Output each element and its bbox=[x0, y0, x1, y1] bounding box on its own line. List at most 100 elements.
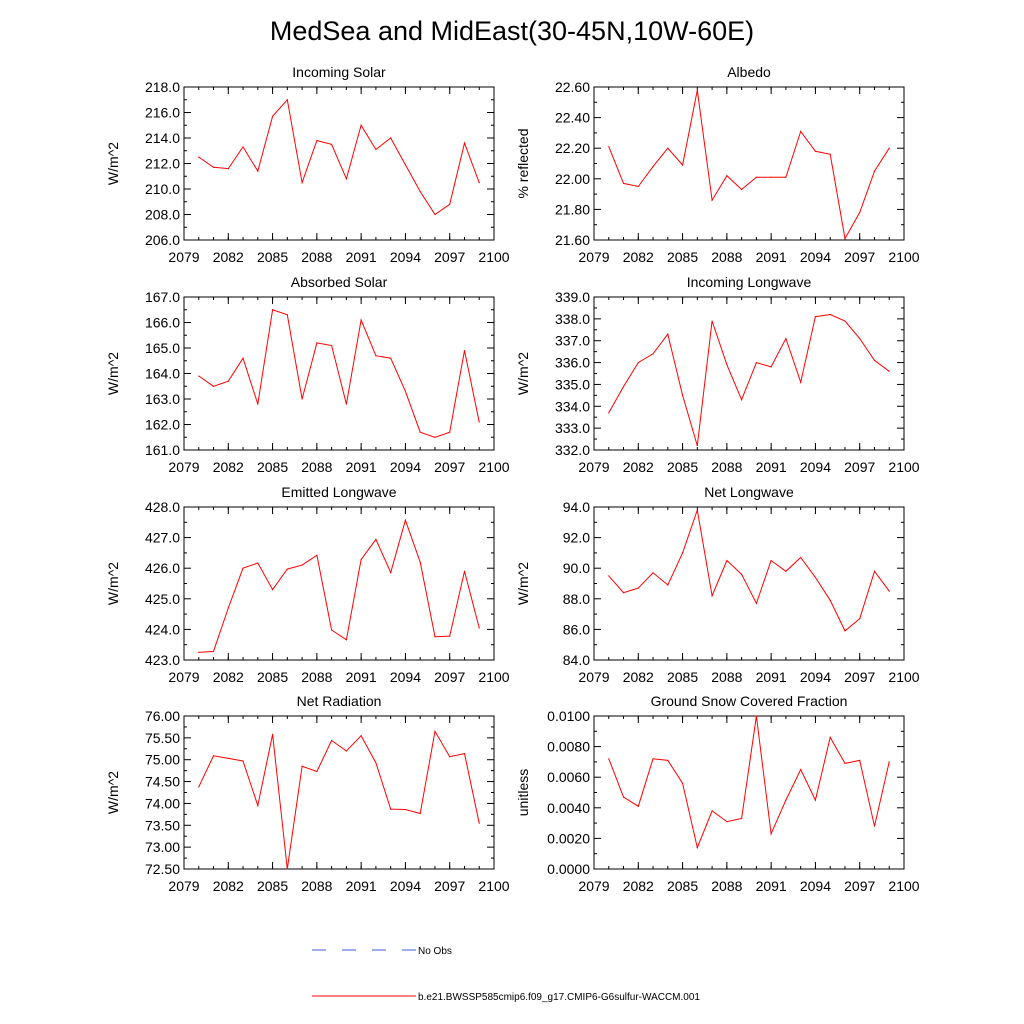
data-point bbox=[227, 168, 229, 170]
y-tick-label: 332.0 bbox=[555, 442, 590, 458]
panel-title: Ground Snow Covered Fraction bbox=[651, 693, 848, 709]
data-point bbox=[242, 146, 244, 148]
data-point bbox=[286, 99, 288, 101]
data-point bbox=[785, 337, 787, 340]
data-point bbox=[316, 342, 318, 344]
data-point bbox=[449, 756, 451, 758]
x-tick-label: 2094 bbox=[390, 459, 421, 475]
x-tick-label: 2097 bbox=[434, 669, 465, 685]
data-point bbox=[637, 805, 639, 807]
y-tick-label: 21.80 bbox=[555, 201, 590, 217]
x-tick-label: 2094 bbox=[800, 669, 831, 685]
data-point bbox=[711, 595, 713, 597]
data-point bbox=[449, 431, 451, 433]
data-point bbox=[785, 176, 787, 178]
x-tick-label: 2082 bbox=[623, 459, 654, 475]
y-tick-label: 21.60 bbox=[555, 232, 590, 248]
series-line bbox=[198, 309, 480, 438]
data-point bbox=[198, 375, 200, 377]
panel-2: Albedo % reflected 2079 2082 2085 2088 2091 209… bbox=[515, 64, 920, 265]
data-point bbox=[434, 636, 436, 638]
data-point bbox=[404, 808, 407, 811]
x-tick-label: 2097 bbox=[434, 249, 465, 265]
y-tick-label: 0.0100 bbox=[547, 708, 590, 724]
x-tick-label: 2082 bbox=[213, 459, 244, 475]
data-point bbox=[755, 176, 757, 178]
y-tick-label: 335.0 bbox=[555, 376, 590, 392]
x-tick-label: 2100 bbox=[478, 878, 509, 894]
y-tick-label: 163.0 bbox=[145, 391, 180, 407]
data-point bbox=[696, 509, 698, 511]
data-point bbox=[888, 761, 890, 763]
data-point bbox=[242, 760, 244, 762]
plot-frame bbox=[183, 715, 495, 870]
data-point bbox=[463, 142, 466, 144]
y-tick-label: 75.50 bbox=[145, 730, 180, 746]
series-line bbox=[608, 509, 890, 632]
data-point bbox=[271, 309, 274, 311]
x-tick-label: 2097 bbox=[844, 878, 875, 894]
data-point bbox=[726, 559, 728, 562]
data-point bbox=[770, 833, 772, 835]
plot-frame bbox=[593, 86, 905, 241]
legend-no-obs-label: No Obs bbox=[418, 946, 452, 957]
data-point bbox=[404, 519, 407, 521]
data-point bbox=[741, 817, 743, 820]
x-tick-label: 2091 bbox=[346, 878, 377, 894]
x-tick-label: 2079 bbox=[168, 459, 199, 475]
x-tick-label: 2088 bbox=[711, 669, 742, 685]
x-tick-label: 2085 bbox=[257, 249, 288, 265]
y-axis-label: W/m^2 bbox=[105, 352, 121, 395]
data-point bbox=[419, 190, 421, 193]
data-point bbox=[667, 333, 669, 335]
y-tick-label: 74.00 bbox=[145, 795, 180, 811]
x-tick-label: 2091 bbox=[346, 669, 377, 685]
x-tick-label: 2100 bbox=[478, 249, 509, 265]
x-tick-label: 2100 bbox=[888, 878, 919, 894]
plot-frame bbox=[183, 296, 495, 451]
data-point bbox=[637, 361, 639, 364]
data-point bbox=[667, 147, 669, 149]
data-point bbox=[696, 89, 698, 91]
plot-frame bbox=[593, 715, 905, 870]
data-point bbox=[478, 627, 480, 629]
data-point bbox=[681, 164, 684, 166]
y-tick-label: 22.60 bbox=[555, 79, 590, 95]
y-tick-label: 88.0 bbox=[563, 591, 590, 607]
legend: No Obs b.e21.BWSSP585cmip6.f09_g17.CMIP6… bbox=[312, 946, 700, 1003]
y-axis-label: W/m^2 bbox=[515, 352, 531, 395]
x-tick-label: 2091 bbox=[756, 459, 787, 475]
panel-5: Emitted Longwave W/m^2 2079 2082 2085 2088 209… bbox=[105, 484, 510, 685]
data-point bbox=[873, 825, 876, 827]
data-point bbox=[331, 629, 333, 631]
y-tick-label: 0.0080 bbox=[547, 739, 590, 755]
y-tick-label: 165.0 bbox=[145, 340, 180, 356]
data-point bbox=[637, 587, 639, 589]
data-point bbox=[800, 381, 802, 383]
data-point bbox=[360, 735, 362, 737]
data-point bbox=[859, 759, 861, 761]
panels-group: Incoming Solar W/m^2 2079 2082 2085 2088 2091 2… bbox=[105, 64, 920, 894]
x-tick-label: 2088 bbox=[711, 878, 742, 894]
data-point bbox=[873, 359, 876, 361]
x-tick-label: 2079 bbox=[578, 669, 609, 685]
y-tick-label: 216.0 bbox=[145, 105, 180, 121]
data-point bbox=[434, 730, 436, 732]
y-tick-label: 86.0 bbox=[563, 621, 590, 637]
data-point bbox=[257, 170, 259, 172]
x-tick-label: 2079 bbox=[578, 249, 609, 265]
data-point bbox=[331, 739, 333, 742]
panel-title: Net Longwave bbox=[704, 484, 794, 500]
data-point bbox=[622, 592, 625, 594]
data-point bbox=[286, 568, 288, 570]
x-tick-label: 2100 bbox=[888, 459, 919, 475]
data-point bbox=[478, 182, 480, 184]
data-point bbox=[212, 166, 215, 168]
data-point bbox=[829, 736, 831, 739]
x-tick-label: 2097 bbox=[434, 459, 465, 475]
x-tick-label: 2100 bbox=[888, 249, 919, 265]
y-tick-label: 74.50 bbox=[145, 774, 180, 790]
data-point bbox=[829, 599, 831, 601]
y-tick-label: 84.0 bbox=[563, 652, 590, 668]
data-point bbox=[434, 436, 436, 438]
